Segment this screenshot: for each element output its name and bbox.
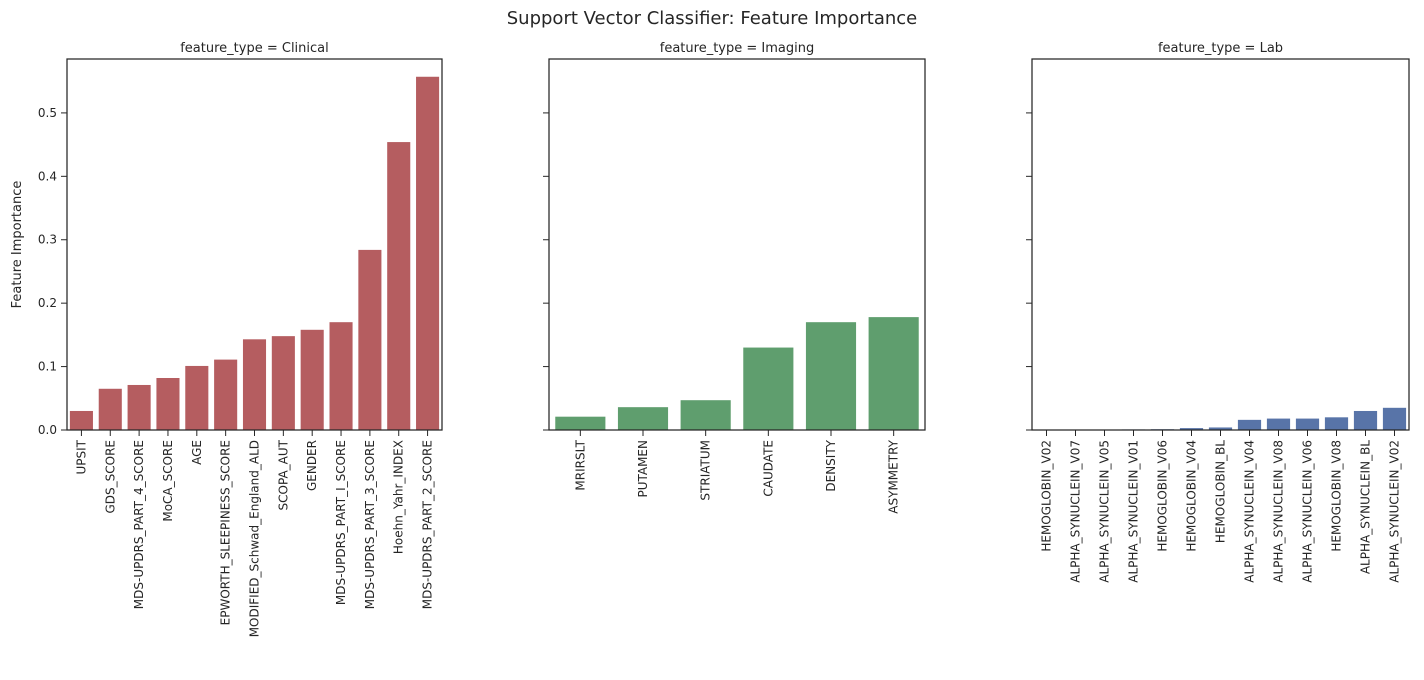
bar bbox=[98, 388, 122, 430]
bar bbox=[1179, 428, 1204, 430]
x-tick-label: HEMOGLOBIN_V08 bbox=[1330, 440, 1344, 552]
x-tick-label: ALPHA_SYNUCLEIN_V01 bbox=[1127, 440, 1141, 583]
bar bbox=[555, 416, 606, 430]
bar bbox=[1382, 407, 1407, 430]
x-tick-label: MRIRSLT bbox=[573, 439, 587, 490]
x-tick-label: ALPHA_SYNUCLEIN_V07 bbox=[1069, 440, 1083, 583]
plot-frame bbox=[548, 58, 926, 431]
panel-3: feature_type = Lab HEMOGLOBIN_V02 ALPHA_SY… bbox=[1026, 41, 1410, 583]
x-tick-label: ALPHA_SYNUCLEIN_BL bbox=[1359, 440, 1373, 574]
x-tick-label: PUTAMEN bbox=[636, 440, 650, 498]
figure-title: Support Vector Classifier: Feature Impor… bbox=[507, 8, 917, 29]
panel-title: feature_type = Lab bbox=[1158, 41, 1283, 56]
x-tick-label: GENDER bbox=[305, 440, 319, 491]
bar bbox=[617, 407, 669, 430]
bar bbox=[416, 76, 440, 430]
y-tick-label: 0.5 bbox=[38, 106, 57, 120]
x-tick-label: ALPHA_SYNUCLEIN_V02 bbox=[1388, 440, 1402, 583]
bar bbox=[805, 322, 857, 430]
x-tick-label: DENSITY bbox=[824, 439, 838, 491]
x-tick-label: MDS-UPDRS_PART_I_SCORE bbox=[334, 440, 348, 605]
y-tick-label: 0.3 bbox=[38, 233, 57, 247]
bar bbox=[242, 339, 267, 430]
x-tick-label: MoCA_SCORE bbox=[161, 440, 175, 522]
bar bbox=[214, 359, 238, 430]
bar bbox=[1237, 419, 1262, 430]
y-tick-label: 0.1 bbox=[38, 360, 57, 374]
plot-frame bbox=[1031, 58, 1410, 431]
x-tick-label: Hoehn_Yahr_INDEX bbox=[392, 440, 406, 554]
x-tick-label: MDS-UPDRS_PART_4_SCORE bbox=[132, 440, 146, 609]
x-tick-label: UPSIT bbox=[74, 439, 88, 474]
x-tick-label: HEMOGLOBIN_BL bbox=[1214, 440, 1228, 543]
x-tick-label: HEMOGLOBIN_V02 bbox=[1040, 440, 1054, 552]
bar bbox=[69, 410, 93, 430]
x-tick-label: ALPHA_SYNUCLEIN_V06 bbox=[1301, 440, 1315, 583]
x-tick-label: MDS-UPDRS_PART_3_SCORE bbox=[363, 440, 377, 609]
panel-1: feature_type = Clinical 0.0 0.1 0.2 0.3 0.4 0.… bbox=[10, 41, 443, 637]
x-tick-label: ALPHA_SYNUCLEIN_V08 bbox=[1272, 440, 1286, 583]
bar bbox=[329, 322, 353, 430]
x-tick-label: MODIFIED_Schwad_England_ALD bbox=[248, 440, 262, 637]
bar bbox=[680, 400, 731, 430]
bar bbox=[127, 384, 151, 430]
x-tick-label: HEMOGLOBIN_V04 bbox=[1185, 440, 1199, 552]
x-tick-label: MDS-UPDRS_PART_2_SCORE bbox=[421, 440, 435, 609]
bar bbox=[868, 317, 919, 430]
x-tick-label: CAUDATE bbox=[761, 440, 775, 497]
y-tick-label: 0.0 bbox=[38, 423, 57, 437]
x-tick-label: ALPHA_SYNUCLEIN_V04 bbox=[1243, 440, 1257, 583]
bar bbox=[358, 249, 382, 430]
bar bbox=[1353, 410, 1378, 430]
panel-title: feature_type = Clinical bbox=[180, 41, 329, 56]
x-tick-label: ALPHA_SYNUCLEIN_V05 bbox=[1098, 440, 1112, 583]
y-axis-label: Feature Importance bbox=[10, 181, 25, 309]
bar bbox=[156, 377, 180, 430]
bar bbox=[387, 142, 411, 431]
x-tick-label: AGE bbox=[190, 440, 204, 465]
panel-2: feature_type = Imaging MRIRSLT PUTAMEN STRI… bbox=[543, 41, 926, 514]
panel-title: feature_type = Imaging bbox=[660, 41, 814, 56]
plot-frame bbox=[66, 58, 443, 431]
bar bbox=[300, 329, 324, 430]
y-tick-label: 0.2 bbox=[38, 296, 57, 310]
x-tick-label: GDS_SCORE bbox=[103, 440, 117, 514]
x-tick-label: EPWORTH_SLEEPINESS_SCORE bbox=[219, 440, 233, 625]
panels: feature_type = Clinical 0.0 0.1 0.2 0.3 0.4 0.… bbox=[10, 41, 1410, 637]
bar bbox=[743, 347, 794, 430]
bar bbox=[1208, 427, 1233, 430]
y-tick-label: 0.4 bbox=[38, 169, 57, 183]
bar bbox=[185, 365, 209, 430]
x-tick-label: STRIATUM bbox=[699, 440, 713, 501]
bar bbox=[1266, 418, 1291, 430]
bar bbox=[271, 336, 295, 430]
bar bbox=[1295, 418, 1320, 430]
x-tick-label: ASYMMETRY bbox=[887, 439, 901, 513]
x-tick-label: SCOPA_AUT bbox=[276, 439, 290, 510]
bar bbox=[1324, 417, 1349, 430]
x-tick-label: HEMOGLOBIN_V06 bbox=[1156, 440, 1170, 552]
